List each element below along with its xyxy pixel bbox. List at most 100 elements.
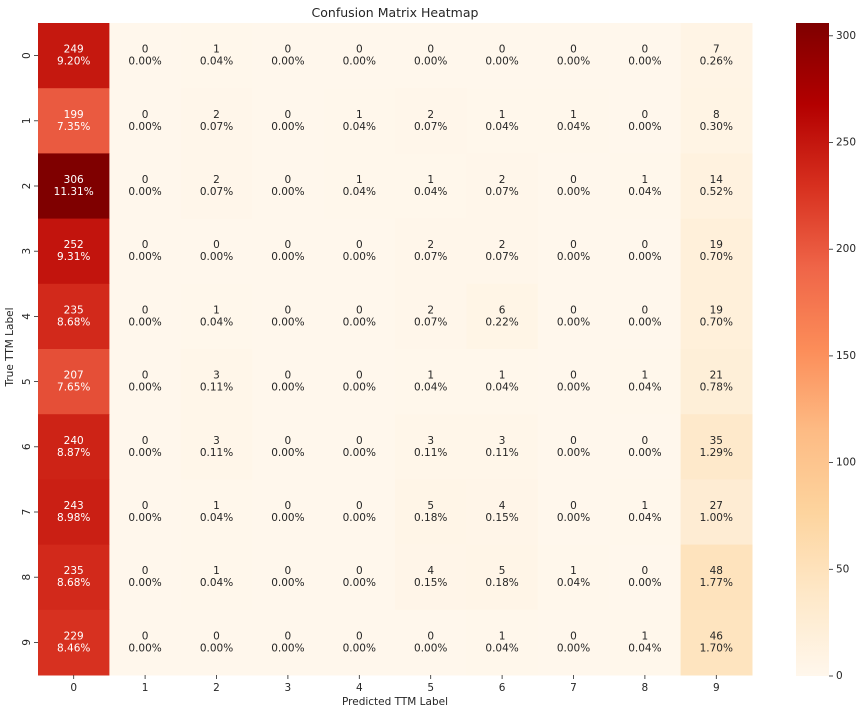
cell-count-label: 35 xyxy=(710,435,723,447)
cell-count-label: 0 xyxy=(142,565,149,577)
colorbar-gradient xyxy=(796,23,829,676)
cell-percent-label: 0.00% xyxy=(271,121,304,133)
cell-count-label: 0 xyxy=(570,174,577,186)
heatmap-cell xyxy=(537,609,610,676)
cell-percent-label: 1.77% xyxy=(700,577,733,589)
y-tick-label: 6 xyxy=(21,443,33,450)
heatmap-cell xyxy=(609,414,682,480)
heatmap-cell xyxy=(109,544,182,611)
cell-count-label: 0 xyxy=(570,370,577,382)
heatmap-cell xyxy=(680,153,753,220)
cell-count-label: 249 xyxy=(64,44,84,56)
heatmap-cell xyxy=(180,218,253,285)
cell-percent-label: 0.00% xyxy=(557,186,590,198)
cell-percent-label: 0.00% xyxy=(557,512,590,524)
cell-percent-label: 0.00% xyxy=(271,447,304,459)
cell-percent-label: 7.35% xyxy=(57,121,90,133)
heatmap-cell xyxy=(609,218,682,285)
cell-percent-label: 0.00% xyxy=(343,512,376,524)
heatmap-cell xyxy=(466,349,539,415)
heatmap-cell xyxy=(609,23,682,89)
heatmap-cell xyxy=(537,88,610,154)
cell-percent-label: 0.11% xyxy=(485,447,518,459)
cell-count-label: 19 xyxy=(710,239,723,251)
colorbar-tick-label: 100 xyxy=(836,457,856,469)
heatmap-cell xyxy=(537,23,610,89)
cell-count-label: 0 xyxy=(356,565,363,577)
cell-percent-label: 8.46% xyxy=(57,642,90,654)
cell-percent-label: 0.00% xyxy=(271,512,304,524)
heatmap-cell xyxy=(323,349,396,415)
x-axis-ticks: 0 1 2 3 4 5 6 7 8 9 xyxy=(70,675,720,694)
heatmap-cell xyxy=(323,23,396,89)
heatmap-cell xyxy=(395,283,467,350)
cell-percent-label: 0.15% xyxy=(485,512,518,524)
cell-count-label: 2 xyxy=(427,239,434,251)
cell-count-label: 0 xyxy=(285,500,292,512)
cell-percent-label: 0.04% xyxy=(200,316,233,328)
cell-count-label: 0 xyxy=(356,44,363,56)
cell-percent-label: 0.04% xyxy=(200,512,233,524)
cell-percent-label: 0.07% xyxy=(200,121,233,133)
cell-percent-label: 9.20% xyxy=(57,56,90,68)
cell-percent-label: 0.00% xyxy=(128,316,161,328)
heatmap-cell xyxy=(680,88,753,154)
cell-count-label: 0 xyxy=(285,174,292,186)
cell-percent-label: 0.11% xyxy=(200,447,233,459)
cell-count-label: 252 xyxy=(64,239,84,251)
heatmap-cell xyxy=(537,349,610,415)
heatmap-cell xyxy=(609,349,682,415)
cell-percent-label: 0.00% xyxy=(414,642,447,654)
cell-percent-label: 0.00% xyxy=(128,512,161,524)
cell-percent-label: 0.07% xyxy=(485,186,518,198)
cell-percent-label: 0.00% xyxy=(128,251,161,263)
cell-percent-label: 0.00% xyxy=(271,186,304,198)
heatmap-cell xyxy=(180,349,253,415)
cell-count-label: 0 xyxy=(642,109,649,121)
heatmap-cell xyxy=(109,414,182,480)
x-tick-label: 2 xyxy=(213,682,220,694)
cell-count-label: 0 xyxy=(642,565,649,577)
cell-count-label: 0 xyxy=(285,239,292,251)
heatmap-cell xyxy=(395,609,467,676)
cell-count-label: 2 xyxy=(499,239,506,251)
heatmap-cell xyxy=(609,283,682,350)
cell-percent-label: 0.04% xyxy=(485,642,518,654)
x-tick-label: 9 xyxy=(713,682,720,694)
heatmap-cell xyxy=(537,218,610,285)
cell-percent-label: 0.00% xyxy=(628,577,661,589)
cell-count-label: 240 xyxy=(64,435,84,447)
cell-percent-label: 0.78% xyxy=(700,382,733,394)
heatmap-cell xyxy=(252,544,325,611)
cell-count-label: 3 xyxy=(499,435,506,447)
cell-percent-label: 0.00% xyxy=(271,577,304,589)
cell-count-label: 0 xyxy=(142,370,149,382)
cell-count-label: 0 xyxy=(356,500,363,512)
heatmap-cell xyxy=(38,153,110,220)
cell-count-label: 229 xyxy=(64,630,84,642)
cell-count-label: 1 xyxy=(570,109,577,121)
cell-count-label: 0 xyxy=(142,174,149,186)
colorbar-tick-label: 250 xyxy=(836,137,856,149)
cell-percent-label: 0.70% xyxy=(700,251,733,263)
cell-percent-label: 0.00% xyxy=(271,382,304,394)
cell-count-label: 235 xyxy=(64,304,84,316)
cell-percent-label: 0.04% xyxy=(414,382,447,394)
heatmap-cell xyxy=(323,544,396,611)
cell-percent-label: 0.00% xyxy=(128,121,161,133)
cell-count-label: 5 xyxy=(427,500,434,512)
cell-percent-label: 0.26% xyxy=(700,56,733,68)
cell-count-label: 1 xyxy=(642,630,649,642)
colorbar-tick-label: 50 xyxy=(836,563,849,575)
cell-count-label: 27 xyxy=(710,500,723,512)
heatmap-cell xyxy=(38,23,110,89)
cell-percent-label: 0.04% xyxy=(414,186,447,198)
heatmap-cell xyxy=(323,283,396,350)
cell-percent-label: 0.00% xyxy=(628,251,661,263)
cell-count-label: 0 xyxy=(570,500,577,512)
cell-count-label: 0 xyxy=(356,304,363,316)
heatmap-cell xyxy=(252,153,325,220)
heatmap-cell xyxy=(466,88,539,154)
cell-count-label: 14 xyxy=(710,174,724,186)
